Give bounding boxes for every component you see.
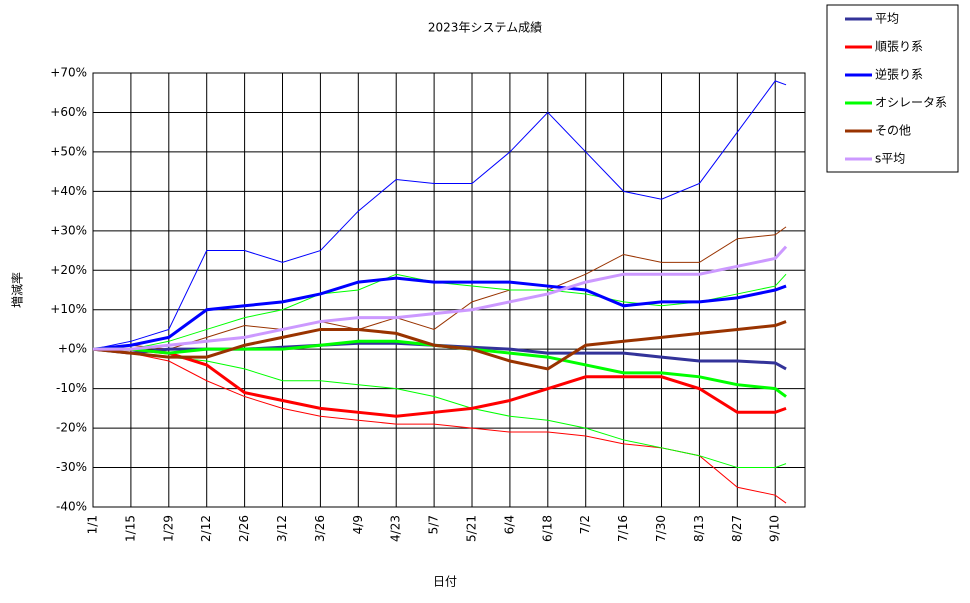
series-line <box>92 320 787 371</box>
x-tick-label: 4/23 <box>389 515 403 542</box>
y-tick-label: +0% <box>58 342 87 356</box>
x-tick-label: 2/26 <box>237 515 251 542</box>
legend-label: 逆張り系 <box>875 67 923 82</box>
legend-label: オシレータ系 <box>875 96 947 110</box>
legend-label: その他 <box>875 124 911 138</box>
system-line <box>92 80 787 350</box>
x-tick-label: 3/12 <box>275 515 289 542</box>
legend-label: 平均 <box>875 12 899 26</box>
x-tick-label: 7/16 <box>616 515 630 542</box>
y-axis-label: 増減率 <box>10 272 25 308</box>
x-tick-label: 8/13 <box>692 515 706 542</box>
legend-label: 順張り系 <box>875 40 923 54</box>
x-tick-label: 6/18 <box>540 515 554 542</box>
chart-title: 2023年システム成績 <box>428 21 542 35</box>
x-tick-label: 1/1 <box>86 515 100 534</box>
y-tick-label: +20% <box>50 263 87 277</box>
x-tick-label: 9/10 <box>768 515 782 542</box>
y-tick-label: +70% <box>50 66 87 80</box>
x-tick-label: 2/12 <box>199 515 213 542</box>
series-line <box>92 276 787 351</box>
y-tick-label: +10% <box>50 302 87 316</box>
series-line <box>93 347 787 418</box>
y-tick-label: +50% <box>50 144 87 158</box>
y-tick-label: +40% <box>50 184 87 198</box>
y-tick-label: +60% <box>50 105 87 119</box>
system-line <box>92 348 787 469</box>
x-tick-label: 7/30 <box>654 515 668 542</box>
x-tick-label: 5/21 <box>465 515 479 542</box>
system-line <box>92 226 787 350</box>
plot-area <box>92 72 806 508</box>
legend-label: s平均 <box>875 152 905 166</box>
x-tick-label: 8/27 <box>730 515 744 542</box>
x-tick-label: 7/2 <box>578 515 592 534</box>
x-axis-label: 日付 <box>433 575 457 589</box>
x-tick-label: 6/4 <box>502 515 516 534</box>
y-tick-label: -10% <box>56 381 87 395</box>
x-tick-label: 1/15 <box>123 515 137 542</box>
y-tick-label: -20% <box>56 421 87 435</box>
series-line <box>93 245 788 351</box>
y-tick-label: +30% <box>50 223 87 237</box>
x-tick-label: 3/26 <box>313 515 327 542</box>
legend-box <box>826 4 959 173</box>
y-tick-label: -30% <box>56 460 87 474</box>
y-tick-label: -40% <box>56 500 87 514</box>
x-tick-label: 1/29 <box>161 515 175 542</box>
x-tick-label: 4/9 <box>351 515 365 534</box>
x-tick-label: 5/7 <box>427 515 441 534</box>
